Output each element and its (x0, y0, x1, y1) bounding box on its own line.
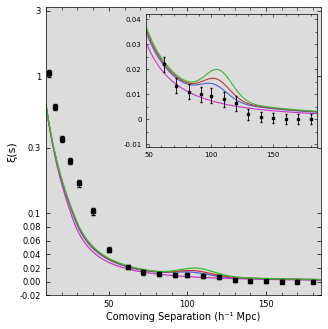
X-axis label: Comoving Separation (h⁻¹ Mpc): Comoving Separation (h⁻¹ Mpc) (106, 312, 261, 322)
Y-axis label: ξ(s): ξ(s) (7, 141, 17, 162)
